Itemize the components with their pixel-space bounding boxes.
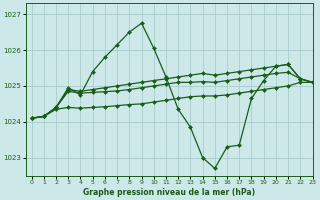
X-axis label: Graphe pression niveau de la mer (hPa): Graphe pression niveau de la mer (hPa) (83, 188, 255, 197)
